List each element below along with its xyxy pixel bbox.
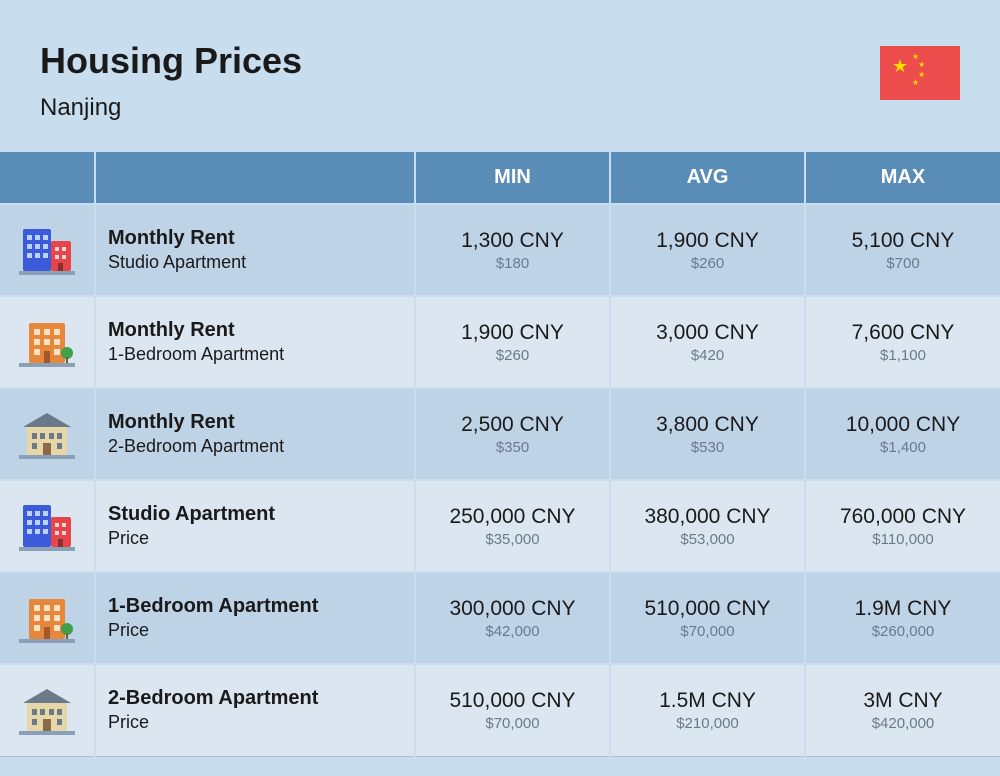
value-secondary: $53,000 [623,531,792,548]
value-primary: 5,100 CNY [818,229,988,253]
cell-max: 1.9M CNY $260,000 [805,572,1000,664]
row-title: 2-Bedroom Apartment [108,687,402,710]
row-title: Monthly Rent [108,411,402,434]
cell-max: 3M CNY $420,000 [805,664,1000,756]
value-primary: 3,000 CNY [623,321,792,345]
row-label: 2-Bedroom Apartment Price [95,664,415,756]
value-primary: 1,900 CNY [623,229,792,253]
table-row: 1-Bedroom Apartment Price 300,000 CNY $4… [0,572,1000,664]
value-primary: 510,000 CNY [428,689,597,713]
col-header-label [95,152,415,204]
cell-min: 1,900 CNY $260 [415,296,610,388]
row-title: Monthly Rent [108,227,402,250]
value-secondary: $70,000 [428,715,597,732]
col-header-min: MIN [415,152,610,204]
value-secondary: $350 [428,439,597,456]
value-primary: 3,800 CNY [623,413,792,437]
building-studio-icon [0,480,95,572]
row-subtitle: Price [108,712,402,733]
building-1br-icon [0,572,95,664]
cell-avg: 510,000 CNY $70,000 [610,572,805,664]
cell-max: 760,000 CNY $110,000 [805,480,1000,572]
cell-min: 510,000 CNY $70,000 [415,664,610,756]
table-row: 2-Bedroom Apartment Price 510,000 CNY $7… [0,664,1000,756]
row-title: Monthly Rent [108,319,402,342]
table-row: Monthly Rent Studio Apartment 1,300 CNY … [0,204,1000,296]
col-header-max: MAX [805,152,1000,204]
value-secondary: $530 [623,439,792,456]
building-2br-icon [0,388,95,480]
row-label: 1-Bedroom Apartment Price [95,572,415,664]
value-secondary: $1,400 [818,439,988,456]
value-secondary: $260 [623,255,792,272]
value-secondary: $210,000 [623,715,792,732]
row-label: Studio Apartment Price [95,480,415,572]
value-primary: 510,000 CNY [623,597,792,621]
cell-avg: 1,900 CNY $260 [610,204,805,296]
row-label: Monthly Rent 2-Bedroom Apartment [95,388,415,480]
row-subtitle: 2-Bedroom Apartment [108,436,402,457]
col-header-icon [0,152,95,204]
value-primary: 380,000 CNY [623,505,792,529]
table-row: Monthly Rent 1-Bedroom Apartment 1,900 C… [0,296,1000,388]
cell-max: 7,600 CNY $1,100 [805,296,1000,388]
city-name: Nanjing [40,94,302,122]
value-secondary: $260 [428,347,597,364]
value-secondary: $420,000 [818,715,988,732]
cell-max: 5,100 CNY $700 [805,204,1000,296]
cell-avg: 3,000 CNY $420 [610,296,805,388]
row-subtitle: 1-Bedroom Apartment [108,344,402,365]
value-primary: 7,600 CNY [818,321,988,345]
value-secondary: $42,000 [428,623,597,640]
value-secondary: $420 [623,347,792,364]
row-subtitle: Price [108,620,402,641]
cell-min: 2,500 CNY $350 [415,388,610,480]
value-secondary: $110,000 [818,531,988,548]
row-subtitle: Studio Apartment [108,252,402,273]
cell-min: 1,300 CNY $180 [415,204,610,296]
cell-avg: 3,800 CNY $530 [610,388,805,480]
col-header-avg: AVG [610,152,805,204]
header-titles: Housing Prices Nanjing [40,40,302,122]
row-title: 1-Bedroom Apartment [108,595,402,618]
value-primary: 1.5M CNY [623,689,792,713]
value-primary: 300,000 CNY [428,597,597,621]
value-primary: 2,500 CNY [428,413,597,437]
page-title: Housing Prices [40,40,302,82]
row-label: Monthly Rent 1-Bedroom Apartment [95,296,415,388]
value-secondary: $700 [818,255,988,272]
value-primary: 3M CNY [818,689,988,713]
value-secondary: $35,000 [428,531,597,548]
cell-min: 250,000 CNY $35,000 [415,480,610,572]
housing-prices-table: MIN AVG MAX Monthly Rent Studio Apartmen… [0,152,1000,757]
value-primary: 760,000 CNY [818,505,988,529]
header: Housing Prices Nanjing ★ ★ ★ ★ ★ [0,0,1000,152]
value-primary: 1,900 CNY [428,321,597,345]
row-label: Monthly Rent Studio Apartment [95,204,415,296]
value-secondary: $70,000 [623,623,792,640]
value-primary: 1,300 CNY [428,229,597,253]
cell-avg: 380,000 CNY $53,000 [610,480,805,572]
row-subtitle: Price [108,528,402,549]
building-studio-icon [0,204,95,296]
table-row: Studio Apartment Price 250,000 CNY $35,0… [0,480,1000,572]
value-secondary: $260,000 [818,623,988,640]
table-row: Monthly Rent 2-Bedroom Apartment 2,500 C… [0,388,1000,480]
building-1br-icon [0,296,95,388]
table-header-row: MIN AVG MAX [0,152,1000,204]
china-flag-icon: ★ ★ ★ ★ ★ [880,46,960,100]
cell-avg: 1.5M CNY $210,000 [610,664,805,756]
value-secondary: $1,100 [818,347,988,364]
value-primary: 250,000 CNY [428,505,597,529]
value-primary: 10,000 CNY [818,413,988,437]
value-primary: 1.9M CNY [818,597,988,621]
building-2br-icon [0,664,95,756]
row-title: Studio Apartment [108,503,402,526]
value-secondary: $180 [428,255,597,272]
cell-min: 300,000 CNY $42,000 [415,572,610,664]
cell-max: 10,000 CNY $1,400 [805,388,1000,480]
